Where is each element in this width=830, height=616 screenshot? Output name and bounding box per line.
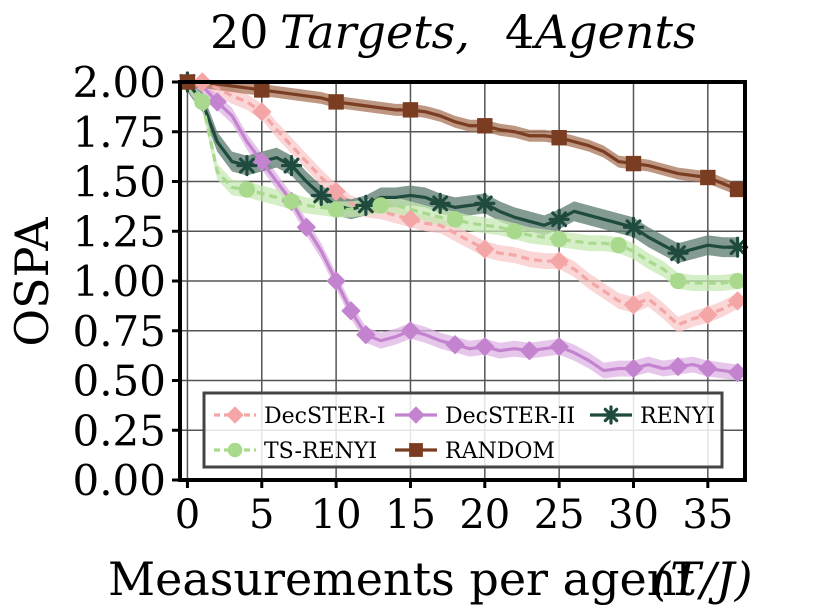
- y-tick-label: 0.25: [72, 406, 166, 455]
- marker-ts-renyi: [238, 181, 256, 198]
- marker-decster-ii: [445, 334, 465, 355]
- marker-random: [551, 130, 567, 146]
- y-tick-label: 1.25: [72, 207, 166, 256]
- band-ts-renyi: [187, 82, 738, 291]
- marker-ts-renyi: [194, 93, 211, 111]
- marker-ts-renyi: [669, 272, 687, 290]
- x-tick-label: 30: [608, 492, 659, 538]
- x-tick-label: 20: [459, 492, 510, 538]
- y-tick-label: 0.75: [72, 307, 166, 356]
- marker-renyi: [355, 194, 377, 216]
- legend: DecSTER-I DecSTER-II RENYI TS-RENYI RANDOM: [202, 391, 724, 469]
- marker-ts-renyi: [283, 193, 300, 210]
- title-agents-count: 4: [505, 5, 534, 59]
- legend-marker-ts-renyi: [227, 442, 243, 458]
- marker-decster-ii: [341, 301, 361, 321]
- x-axis-ticks: 0 5 10 15 20 25 30 35: [175, 480, 733, 538]
- marker-decster-ii: [356, 325, 376, 345]
- x-axis-label-math: (T/J): [652, 552, 753, 606]
- marker-decster-i: [623, 295, 644, 315]
- chart-title: 20 Targets, 4 Agents: [210, 5, 697, 59]
- y-axis-label: OSPA: [5, 217, 59, 347]
- marker-ts-renyi: [550, 231, 568, 248]
- x-tick-label: 15: [385, 492, 436, 538]
- legend-label-ts-renyi: TS-RENYI: [264, 439, 377, 464]
- x-axis-label-text: Measurements per agent: [108, 552, 695, 606]
- marker-random: [625, 155, 642, 172]
- legend-label-decster-ii: DecSTER-II: [445, 404, 575, 429]
- x-axis-label: Measurements per agent (T/J): [108, 552, 753, 606]
- marker-ts-renyi: [506, 223, 523, 240]
- marker-decster-i: [252, 102, 272, 122]
- marker-decster-ii: [400, 321, 421, 341]
- marker-decster-i: [475, 239, 495, 259]
- x-tick-label: 0: [175, 492, 200, 538]
- marker-random: [729, 181, 746, 198]
- series-markers: [176, 71, 749, 383]
- legend-label-decster-i: DecSTER-I: [264, 404, 385, 429]
- marker-random: [254, 82, 270, 98]
- title-targets-word: Targets,: [280, 5, 470, 59]
- marker-random: [328, 94, 344, 110]
- marker-decster-ii: [326, 271, 346, 291]
- marker-renyi: [548, 208, 570, 230]
- marker-renyi: [474, 192, 496, 214]
- marker-renyi: [310, 184, 332, 207]
- marker-decster-i: [549, 251, 569, 271]
- y-tick-label: 0.50: [72, 357, 166, 406]
- y-tick-label: 1.75: [72, 108, 166, 157]
- marker-ts-renyi: [327, 201, 345, 218]
- x-tick-label: 25: [534, 492, 585, 538]
- marker-ts-renyi: [372, 197, 389, 214]
- marker-ts-renyi: [446, 211, 464, 228]
- legend-box: [202, 391, 724, 469]
- title-targets-count: 20: [210, 5, 269, 59]
- marker-renyi: [726, 236, 749, 258]
- y-tick-label: 1.50: [72, 158, 166, 207]
- line-renyi: [186, 81, 738, 255]
- x-tick-label: 5: [249, 492, 274, 538]
- marker-renyi: [429, 192, 451, 214]
- marker-random: [402, 102, 419, 118]
- title-agents-word: Agents: [531, 5, 697, 59]
- legend-marker-renyi: [601, 405, 621, 425]
- legend-label-random: RANDOM: [445, 439, 555, 464]
- marker-random: [700, 169, 716, 186]
- legend-label-renyi: RENYI: [640, 404, 715, 429]
- marker-renyi: [280, 154, 303, 177]
- marker-decster-ii: [475, 336, 495, 357]
- y-axis-ticks: 0.000.250.500.751.001.251.501.752.00: [72, 58, 180, 505]
- y-tick-label: 1.00: [72, 257, 166, 306]
- legend-marker-decster-i: [226, 406, 244, 424]
- y-tick-label: 2.00: [72, 58, 166, 107]
- marker-decster-ii: [519, 340, 540, 361]
- marker-renyi: [236, 154, 258, 177]
- marker-ts-renyi: [610, 237, 627, 254]
- x-tick-label: 10: [311, 492, 362, 538]
- line-decster-i: [187, 80, 739, 327]
- x-tick-label: 35: [682, 492, 733, 538]
- marker-decster-i: [400, 209, 421, 230]
- marker-decster-ii: [698, 358, 718, 379]
- marker-decster-i: [326, 181, 346, 202]
- legend-marker-decster-ii: [407, 406, 425, 424]
- marker-decster-ii: [668, 356, 688, 377]
- marker-decster-ii: [623, 358, 644, 379]
- marker-renyi: [622, 216, 645, 238]
- line-random: [187, 80, 739, 191]
- marker-random: [477, 118, 493, 134]
- marker-decster-ii: [207, 92, 227, 112]
- legend-marker-random: [409, 443, 423, 457]
- marker-decster-ii: [549, 336, 569, 357]
- marker-decster-i: [698, 305, 718, 325]
- marker-decster-ii: [252, 151, 272, 172]
- marker-renyi: [667, 242, 689, 264]
- y-tick-label: 0.00: [72, 456, 166, 505]
- band-decster-i: [187, 82, 738, 333]
- marker-ts-renyi: [729, 272, 746, 290]
- marker-decster-ii: [296, 217, 317, 237]
